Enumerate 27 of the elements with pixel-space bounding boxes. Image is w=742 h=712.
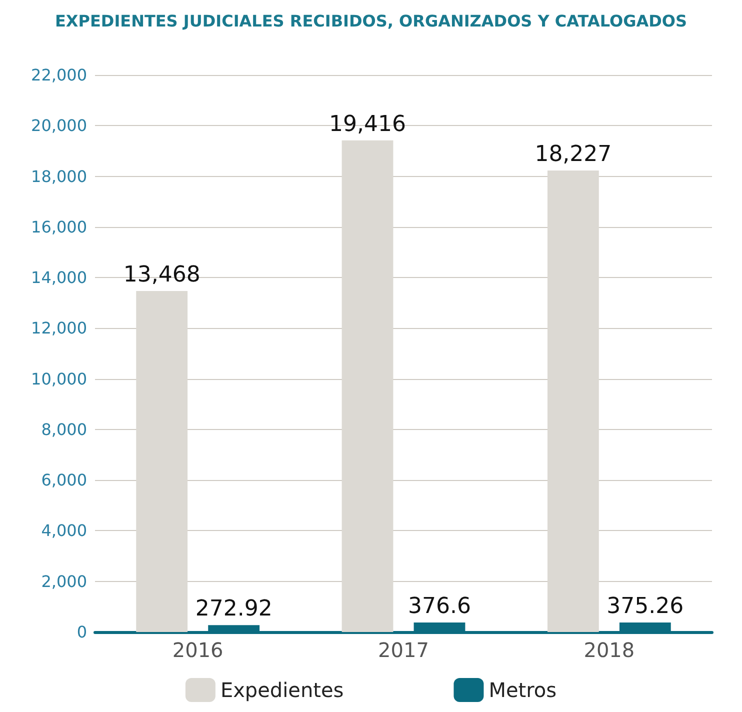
data-label: 376.6	[408, 594, 471, 619]
chart-title: EXPEDIENTES JUDICIALES RECIBIDOS, ORGANIZADOS Y CATALOGADOS	[54, 12, 688, 30]
y-tick-label: 10,000	[31, 369, 87, 388]
data-label: 375.26	[606, 594, 684, 619]
y-tick-label: 0	[76, 622, 87, 642]
bar	[136, 291, 188, 632]
y-tick-label: 22,000	[31, 66, 87, 84]
y-tick-label: 14,000	[31, 268, 87, 288]
data-label: 19,416	[329, 112, 406, 137]
y-tick-label: 8,000	[41, 420, 87, 439]
y-tick-label: 16,000	[31, 217, 87, 236]
y-tick-label: 20,000	[31, 116, 87, 136]
legend-label: Expedientes	[220, 678, 344, 702]
y-tick-label: 4,000	[41, 521, 87, 540]
x-tick-label: 2018	[584, 638, 635, 662]
bar	[342, 140, 394, 632]
y-tick-label: 6,000	[41, 470, 87, 490]
bar	[547, 170, 599, 632]
data-label: 13,468	[123, 262, 200, 288]
x-tick-label: 2016	[172, 638, 224, 662]
data-label: 18,227	[534, 142, 612, 168]
y-tick-label: 2,000	[41, 572, 87, 591]
x-tick-label: 2017	[378, 638, 429, 662]
y-tick-label: 12,000	[31, 318, 87, 338]
legend-label: Metros	[488, 678, 557, 702]
y-tick-label: 18,000	[31, 166, 87, 186]
data-label: 272.92	[195, 596, 272, 622]
